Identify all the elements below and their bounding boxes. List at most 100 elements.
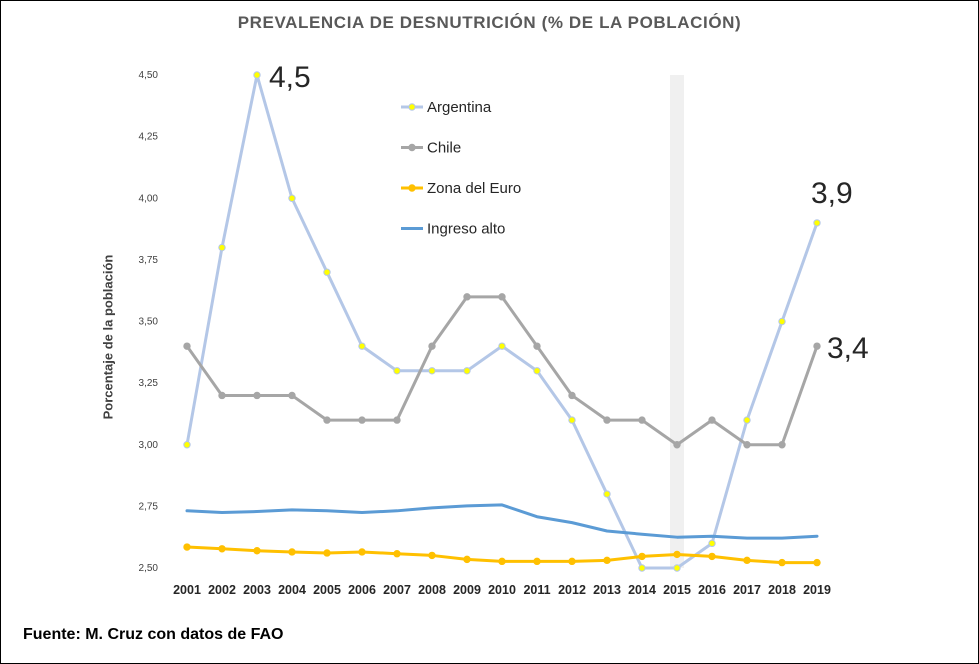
legend-label-chile: Chile bbox=[427, 140, 461, 157]
data-point-argentina bbox=[463, 367, 471, 375]
data-point-zona-del-euro bbox=[673, 550, 681, 559]
data-point-zona-del-euro bbox=[568, 557, 576, 566]
data-point-argentina bbox=[218, 243, 226, 252]
data-point-zona-del-euro bbox=[253, 547, 261, 555]
x-tick-label: 2001 bbox=[173, 583, 201, 597]
data-point-chile bbox=[323, 416, 331, 424]
data-point-chile bbox=[393, 416, 401, 424]
x-tick-label: 2003 bbox=[243, 583, 271, 597]
y-tick-label: 4,25 bbox=[139, 132, 159, 143]
data-point-argentina bbox=[323, 268, 331, 276]
data-point-zona-del-euro bbox=[288, 548, 296, 556]
x-tick-label: 2005 bbox=[313, 583, 341, 597]
x-tick-label: 2018 bbox=[768, 583, 796, 597]
y-tick-label: 2,75 bbox=[139, 501, 159, 512]
data-point-chile bbox=[253, 391, 261, 400]
series-line-chile bbox=[185, 295, 819, 447]
data-point-chile bbox=[778, 441, 786, 449]
y-tick-label: 3,50 bbox=[139, 317, 159, 328]
data-point-argentina bbox=[253, 71, 261, 79]
value-callout-argentina-2019: 3,9 bbox=[811, 177, 853, 210]
legend-marker-chile bbox=[408, 143, 416, 152]
data-point-chile bbox=[813, 342, 821, 350]
data-point-argentina bbox=[183, 441, 191, 449]
x-tick-label: 2009 bbox=[453, 583, 481, 597]
data-point-zona-del-euro bbox=[428, 551, 436, 560]
x-tick-label: 2002 bbox=[208, 583, 236, 597]
data-point-argentina bbox=[603, 490, 611, 498]
data-point-argentina bbox=[778, 317, 786, 326]
x-tick-label: 2014 bbox=[628, 583, 656, 597]
data-point-zona-del-euro bbox=[603, 556, 611, 565]
data-point-zona-del-euro bbox=[813, 558, 821, 567]
data-point-zona-del-euro bbox=[218, 545, 226, 553]
x-tick-label: 2010 bbox=[488, 583, 516, 597]
data-point-chile bbox=[288, 391, 296, 400]
highlight-band-2015 bbox=[670, 75, 684, 568]
data-point-zona-del-euro bbox=[463, 555, 471, 564]
data-point-argentina bbox=[358, 342, 366, 350]
data-point-zona-del-euro bbox=[498, 557, 506, 566]
data-point-chile bbox=[673, 441, 681, 449]
data-point-argentina bbox=[673, 564, 681, 572]
x-tick-label: 2011 bbox=[523, 583, 550, 597]
data-point-argentina bbox=[428, 367, 436, 375]
series-line-argentina bbox=[185, 73, 819, 570]
value-callout-chile-2019: 3,4 bbox=[827, 332, 869, 365]
legend-label-zona-del-euro: Zona del Euro bbox=[427, 180, 521, 197]
chart-title: PREVALENCIA DE DESNUTRICIÓN (% DE LA POB… bbox=[237, 13, 742, 32]
x-tick-label: 2016 bbox=[698, 583, 726, 597]
data-point-argentina bbox=[568, 416, 576, 424]
data-point-argentina bbox=[743, 416, 751, 424]
data-point-chile bbox=[218, 391, 226, 400]
y-tick-label: 3,75 bbox=[139, 255, 159, 266]
y-tick-label: 4,50 bbox=[139, 70, 159, 81]
y-tick-label: 3,00 bbox=[139, 440, 159, 451]
x-tick-label: 2007 bbox=[383, 583, 411, 597]
data-point-zona-del-euro bbox=[638, 552, 646, 561]
series-line-ingreso-alto bbox=[185, 503, 819, 540]
data-point-chile bbox=[358, 416, 366, 424]
data-point-zona-del-euro bbox=[778, 558, 786, 567]
data-point-zona-del-euro bbox=[743, 556, 751, 565]
data-point-chile bbox=[463, 293, 471, 301]
data-point-argentina bbox=[533, 367, 541, 375]
data-point-zona-del-euro bbox=[358, 548, 366, 556]
data-point-argentina bbox=[498, 342, 506, 350]
data-point-argentina bbox=[708, 539, 716, 548]
data-point-chile bbox=[568, 391, 576, 400]
data-point-zona-del-euro bbox=[393, 550, 401, 558]
data-point-chile bbox=[708, 416, 716, 424]
data-point-zona-del-euro bbox=[533, 557, 541, 566]
data-point-chile bbox=[743, 441, 751, 449]
data-point-chile bbox=[183, 342, 191, 350]
x-tick-label: 2015 bbox=[663, 583, 691, 597]
y-tick-label: 3,25 bbox=[139, 378, 159, 389]
legend-marker-argentina bbox=[408, 103, 416, 111]
x-tick-label: 2019 bbox=[803, 583, 831, 597]
data-point-chile bbox=[428, 342, 436, 350]
y-tick-label: 2,50 bbox=[139, 563, 159, 574]
legend-label-ingreso-alto: Ingreso alto bbox=[427, 221, 505, 238]
data-point-argentina bbox=[393, 367, 401, 375]
y-tick-label: 4,00 bbox=[139, 193, 159, 204]
source-note: Fuente: M. Cruz con datos de FAO bbox=[23, 626, 284, 643]
x-tick-label: 2013 bbox=[593, 583, 621, 597]
data-point-zona-del-euro bbox=[183, 543, 191, 551]
data-point-chile bbox=[533, 342, 541, 350]
data-point-chile bbox=[638, 416, 646, 424]
data-point-zona-del-euro bbox=[323, 549, 331, 557]
x-tick-label: 2008 bbox=[418, 583, 446, 597]
value-callout-argentina-2003: 4,5 bbox=[269, 61, 311, 94]
x-tick-label: 2004 bbox=[278, 583, 306, 597]
data-point-argentina bbox=[813, 219, 821, 227]
data-point-argentina bbox=[638, 564, 646, 572]
x-tick-label: 2012 bbox=[558, 583, 586, 597]
legend-marker-zona-del-euro bbox=[408, 184, 416, 192]
x-tick-label: 2006 bbox=[348, 583, 376, 597]
data-point-chile bbox=[603, 416, 611, 424]
data-point-chile bbox=[498, 293, 506, 301]
data-point-argentina bbox=[288, 194, 296, 202]
